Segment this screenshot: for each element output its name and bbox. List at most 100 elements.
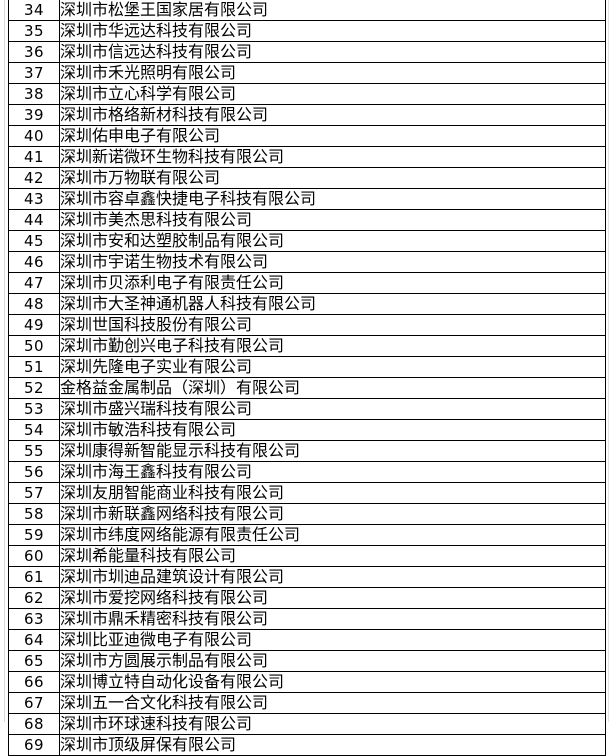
row-index-cell: 40: [8, 125, 60, 147]
table-row: 68 深圳市环球速科技有限公司: [8, 713, 606, 735]
company-name-cell: 深圳市纬度网络能源有限责任公司: [59, 524, 606, 546]
table-row: 59 深圳市纬度网络能源有限责任公司: [8, 524, 606, 546]
company-name-cell: 深圳市松堡王国家居有限公司: [59, 0, 606, 21]
company-name-cell: 深圳世国科技股份有限公司: [59, 314, 606, 336]
row-index-cell: 46: [8, 251, 60, 273]
table-row: 69 深圳市顶级屏保有限公司: [8, 734, 606, 756]
table-row: 51 深圳先隆电子实业有限公司: [8, 356, 606, 378]
company-name-cell: 深圳市盛兴瑞科技有限公司: [59, 398, 606, 420]
page-margin-guide-right: [608, 0, 609, 722]
table-row: 46 深圳市宇诺生物技术有限公司: [8, 251, 606, 273]
scanned-page: 34 深圳市松堡王国家居有限公司 35 深圳市华远达科技有限公司 36 深圳市信远达科技有…: [4, 0, 609, 756]
table-row: 56 深圳市海王鑫科技有限公司: [8, 461, 606, 483]
row-index-cell: 66: [8, 671, 60, 693]
company-name-cell: 深圳博立特自动化设备有限公司: [59, 671, 606, 693]
company-name-cell: 深圳市宇诺生物技术有限公司: [59, 251, 606, 273]
table-row: 38 深圳市立心科学有限公司: [8, 83, 606, 105]
row-index-cell: 52: [8, 377, 60, 399]
table-row: 39 深圳市格络新材科技有限公司: [8, 104, 606, 126]
company-name-cell: 深圳友朋智能商业科技有限公司: [59, 482, 606, 504]
company-name-cell: 深圳市信远达科技有限公司: [59, 41, 606, 63]
company-name-cell: 深圳市勤创兴电子科技有限公司: [59, 335, 606, 357]
company-name-cell: 深圳市贝添利电子有限责任公司: [59, 272, 606, 294]
row-index-cell: 60: [8, 545, 60, 567]
row-index-cell: 34: [8, 0, 60, 21]
row-index-cell: 57: [8, 482, 60, 504]
table-row: 41 深圳新诺微环生物科技有限公司: [8, 146, 606, 168]
table-row: 45 深圳市安和达塑胶制品有限公司: [8, 230, 606, 252]
table-row: 35 深圳市华远达科技有限公司: [8, 20, 606, 42]
table-row: 40 深圳佑申电子有限公司: [8, 125, 606, 147]
table-row: 66 深圳博立特自动化设备有限公司: [8, 671, 606, 693]
table-row: 50 深圳市勤创兴电子科技有限公司: [8, 335, 606, 357]
table-row: 57 深圳友朋智能商业科技有限公司: [8, 482, 606, 504]
company-name-cell: 深圳市敏浩科技有限公司: [59, 419, 606, 441]
table-row: 60 深圳希能量科技有限公司: [8, 545, 606, 567]
table-row: 36 深圳市信远达科技有限公司: [8, 41, 606, 63]
row-index-cell: 62: [8, 587, 60, 609]
row-index-cell: 56: [8, 461, 60, 483]
company-name-cell: 深圳比亚迪微电子有限公司: [59, 629, 606, 651]
row-index-cell: 45: [8, 230, 60, 252]
row-index-cell: 39: [8, 104, 60, 126]
company-name-cell: 深圳五一合文化科技有限公司: [59, 692, 606, 714]
table-row: 53 深圳市盛兴瑞科技有限公司: [8, 398, 606, 420]
company-name-cell: 深圳市环球速科技有限公司: [59, 713, 606, 735]
company-name-cell: 深圳市方圆展示制品有限公司: [59, 650, 606, 672]
table-row: 63 深圳市鼎禾精密科技有限公司: [8, 608, 606, 630]
company-name-cell: 深圳市海王鑫科技有限公司: [59, 461, 606, 483]
row-index-cell: 38: [8, 83, 60, 105]
row-index-cell: 67: [8, 692, 60, 714]
table-row: 61 深圳市圳迪品建筑设计有限公司: [8, 566, 606, 588]
company-list-table-body: 34 深圳市松堡王国家居有限公司 35 深圳市华远达科技有限公司 36 深圳市信远达科技有…: [8, 0, 606, 756]
row-index-cell: 65: [8, 650, 60, 672]
row-index-cell: 49: [8, 314, 60, 336]
company-list-table-container: 34 深圳市松堡王国家居有限公司 35 深圳市华远达科技有限公司 36 深圳市信远达科技有…: [8, 0, 606, 756]
company-list-table: 34 深圳市松堡王国家居有限公司 35 深圳市华远达科技有限公司 36 深圳市信远达科技有…: [8, 0, 606, 756]
row-index-cell: 68: [8, 713, 60, 735]
table-row: 52 金格益金属制品（深圳）有限公司: [8, 377, 606, 399]
table-row: 43 深圳市容卓鑫快捷电子科技有限公司: [8, 188, 606, 210]
company-name-cell: 深圳市爱挖网络科技有限公司: [59, 587, 606, 609]
company-name-cell: 深圳康得新智能显示科技有限公司: [59, 440, 606, 462]
table-row: 58 深圳市新联鑫网络科技有限公司: [8, 503, 606, 525]
row-index-cell: 54: [8, 419, 60, 441]
row-index-cell: 58: [8, 503, 60, 525]
row-index-cell: 51: [8, 356, 60, 378]
page-margin-guide-left: [4, 0, 5, 722]
company-name-cell: 深圳市容卓鑫快捷电子科技有限公司: [59, 188, 606, 210]
company-name-cell: 深圳市圳迪品建筑设计有限公司: [59, 566, 606, 588]
company-name-cell: 深圳市美杰思科技有限公司: [59, 209, 606, 231]
company-name-cell: 深圳市华远达科技有限公司: [59, 20, 606, 42]
company-name-cell: 深圳希能量科技有限公司: [59, 545, 606, 567]
table-row: 47 深圳市贝添利电子有限责任公司: [8, 272, 606, 294]
company-name-cell: 深圳市格络新材科技有限公司: [59, 104, 606, 126]
row-index-cell: 63: [8, 608, 60, 630]
row-index-cell: 64: [8, 629, 60, 651]
company-name-cell: 深圳先隆电子实业有限公司: [59, 356, 606, 378]
table-row: 67 深圳五一合文化科技有限公司: [8, 692, 606, 714]
row-index-cell: 61: [8, 566, 60, 588]
company-name-cell: 深圳市新联鑫网络科技有限公司: [59, 503, 606, 525]
row-index-cell: 53: [8, 398, 60, 420]
row-index-cell: 43: [8, 188, 60, 210]
row-index-cell: 59: [8, 524, 60, 546]
company-name-cell: 深圳市禾光照明有限公司: [59, 62, 606, 84]
table-row: 55 深圳康得新智能显示科技有限公司: [8, 440, 606, 462]
row-index-cell: 44: [8, 209, 60, 231]
table-row: 48 深圳市大圣神通机器人科技有限公司: [8, 293, 606, 315]
table-row: 42 深圳市万物联有限公司: [8, 167, 606, 189]
company-name-cell: 深圳市安和达塑胶制品有限公司: [59, 230, 606, 252]
table-row: 37 深圳市禾光照明有限公司: [8, 62, 606, 84]
row-index-cell: 42: [8, 167, 60, 189]
company-name-cell: 深圳新诺微环生物科技有限公司: [59, 146, 606, 168]
row-index-cell: 37: [8, 62, 60, 84]
table-row: 44 深圳市美杰思科技有限公司: [8, 209, 606, 231]
table-row: 49 深圳世国科技股份有限公司: [8, 314, 606, 336]
company-name-cell: 深圳市立心科学有限公司: [59, 83, 606, 105]
row-index-cell: 36: [8, 41, 60, 63]
company-name-cell: 深圳佑申电子有限公司: [59, 125, 606, 147]
company-name-cell: 深圳市顶级屏保有限公司: [59, 734, 606, 756]
row-index-cell: 48: [8, 293, 60, 315]
row-index-cell: 35: [8, 20, 60, 42]
